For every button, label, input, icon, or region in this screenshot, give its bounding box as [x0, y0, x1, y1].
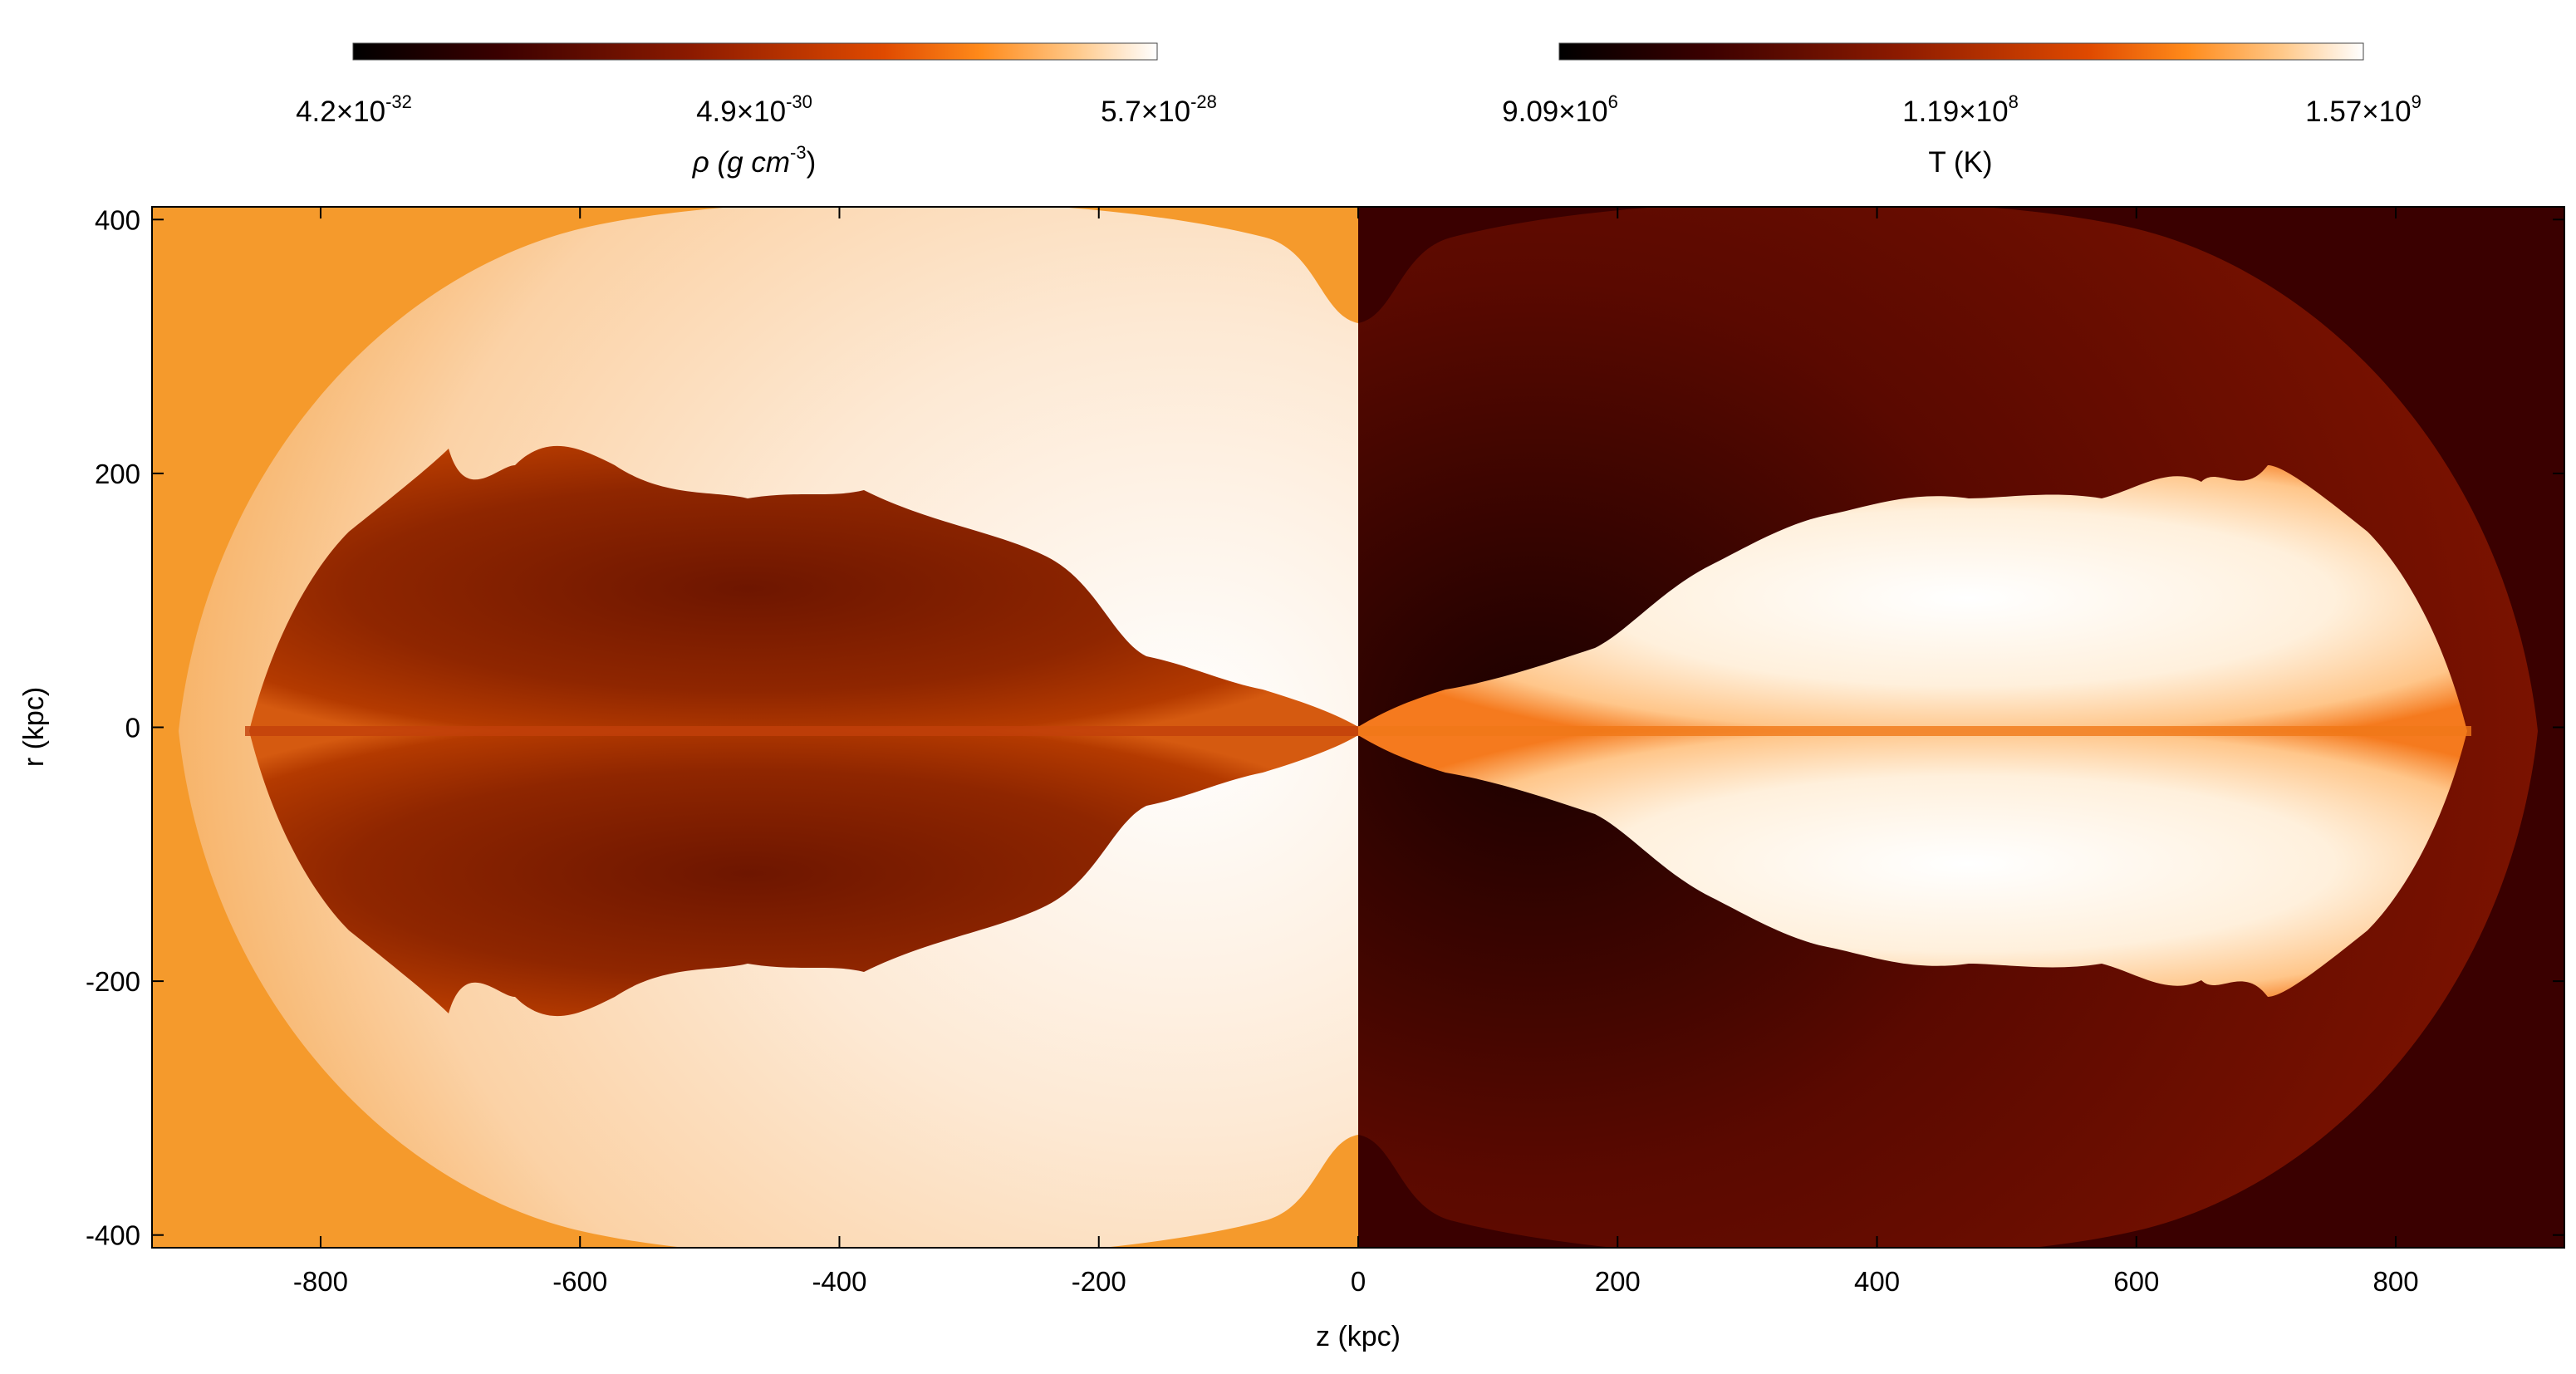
temperature-panel: [1358, 207, 2564, 1248]
density-panel: [152, 207, 1358, 1248]
y-tick-label: -400: [86, 1220, 140, 1251]
x-axis-title: z (kpc): [1316, 1321, 1401, 1352]
x-tick-label: 600: [2113, 1266, 2159, 1297]
density-cocoon-upper: [249, 445, 1358, 731]
x-tick-label: 200: [1595, 1266, 1641, 1297]
x-axis: -800 -600 -400 -200 0 200 400 600 800: [293, 207, 2419, 1297]
density-cocoon-lower: [249, 731, 1358, 1017]
x-tick-label: -600: [552, 1266, 607, 1297]
x-tick-label: -200: [1072, 1266, 1126, 1297]
x-tick-label: 800: [2373, 1266, 2419, 1297]
y-tick-label: 400: [95, 204, 140, 235]
x-tick-label: -800: [293, 1266, 348, 1297]
density-colorbar-min-label: 4.2×10-32: [296, 91, 412, 128]
density-colorbar-title: ρ (g cm-3): [692, 142, 817, 179]
y-tick-label: 200: [95, 459, 140, 489]
temperature-colorbar-max-label: 1.57×109: [2305, 91, 2421, 128]
temperature-cocoon-lower: [1358, 731, 2467, 997]
temperature-cocoon-upper: [1358, 465, 2467, 731]
density-colorbar: 4.2×10-32 4.9×10-30 5.7×10-28 ρ (g cm-3): [296, 42, 1217, 179]
x-tick-label: -400: [812, 1266, 866, 1297]
y-axis: 400 200 0 -200 -400: [86, 204, 2564, 1251]
temperature-colorbar: 9.09×106 1.19×108 1.57×109 T (K): [1502, 42, 2421, 179]
temperature-colorbar-mid-label: 1.19×108: [1902, 91, 2019, 128]
x-tick-label: 400: [1854, 1266, 1900, 1297]
density-jet-axis: [245, 726, 1358, 736]
density-colorbar-strip: [352, 42, 1158, 61]
temperature-jet-axis: [1358, 726, 2471, 736]
temperature-colorbar-strip: [1558, 42, 2364, 61]
temperature-colorbar-title: T (K): [1928, 146, 1992, 179]
y-axis-title: r (kpc): [18, 687, 50, 767]
x-tick-label: 0: [1351, 1266, 1366, 1297]
y-tick-label: 0: [125, 713, 140, 743]
density-colorbar-max-label: 5.7×10-28: [1101, 91, 1217, 128]
y-tick-label: -200: [86, 966, 140, 997]
temperature-colorbar-min-label: 9.09×106: [1502, 91, 1618, 128]
density-colorbar-mid-label: 4.9×10-30: [696, 91, 812, 128]
